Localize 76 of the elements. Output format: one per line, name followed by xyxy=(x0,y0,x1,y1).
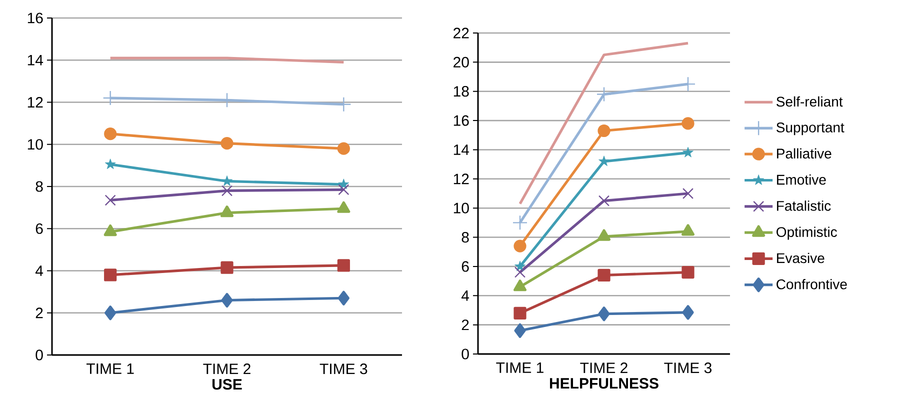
point xyxy=(596,86,612,102)
point xyxy=(682,305,694,320)
point xyxy=(598,306,610,322)
point xyxy=(104,158,116,170)
y-tick-label: 12 xyxy=(454,174,469,184)
point xyxy=(104,268,117,282)
y-tick-label: 10 xyxy=(454,202,469,214)
point xyxy=(514,280,526,292)
point xyxy=(222,176,232,186)
point xyxy=(598,268,610,282)
y-tick-label: 18 xyxy=(454,86,469,97)
x-tick-label: TIME 1 xyxy=(496,362,544,373)
point xyxy=(598,195,610,206)
point xyxy=(682,117,694,130)
point xyxy=(682,146,694,158)
point xyxy=(682,188,694,200)
point xyxy=(598,229,610,241)
point xyxy=(104,224,117,236)
x-tick-label: TIME 1 xyxy=(86,364,134,374)
y-tick-label: 12 xyxy=(28,97,43,108)
point xyxy=(682,266,694,279)
y-tick-label: 6 xyxy=(36,223,43,234)
legend-label: Confrontive xyxy=(776,278,847,290)
y-tick-label: 16 xyxy=(28,12,43,24)
point xyxy=(338,178,350,190)
y-tick-label: 4 xyxy=(35,266,44,276)
legend-label: Optimistic xyxy=(776,226,837,240)
point xyxy=(514,266,526,278)
point xyxy=(337,259,350,272)
point xyxy=(680,76,696,92)
point xyxy=(514,323,526,338)
x-tick-label: TIME 3 xyxy=(320,364,368,374)
y-tick-label: 2 xyxy=(462,320,469,330)
x-tick-label: TIME 3 xyxy=(664,362,712,374)
point xyxy=(104,194,116,206)
point xyxy=(220,261,234,274)
y-tick-label: 14 xyxy=(28,54,44,66)
y-tick-label: 0 xyxy=(36,350,43,360)
point xyxy=(220,137,234,150)
y-tick-label: 22 xyxy=(454,28,469,38)
y-tick-label: 4 xyxy=(461,290,470,301)
legend-label: Fatalistic xyxy=(777,200,831,211)
point xyxy=(514,240,526,252)
point xyxy=(338,184,350,196)
point xyxy=(337,201,350,213)
point xyxy=(221,292,233,308)
y-tick-label: 16 xyxy=(454,115,469,126)
y-tick-label: 10 xyxy=(28,139,43,150)
y-tick-label: 8 xyxy=(462,232,469,243)
legend-label: Emotive xyxy=(777,174,826,185)
point xyxy=(104,128,117,140)
y-tick-label: 0 xyxy=(462,348,469,360)
point xyxy=(512,215,528,230)
y-tick-label: 14 xyxy=(454,144,470,155)
y-tick-label: 2 xyxy=(36,308,43,318)
y-tick-label: 6 xyxy=(462,261,469,272)
x-axis-title: HELPFULNESS xyxy=(550,378,658,389)
legend-label: Supportant xyxy=(776,122,844,136)
x-tick-label: TIME 2 xyxy=(580,362,628,374)
legend-label: Self-reliant xyxy=(776,96,843,107)
point xyxy=(682,224,694,236)
legend-label: Evasive xyxy=(777,252,824,264)
y-tick-label: 8 xyxy=(36,181,43,192)
point xyxy=(220,206,234,218)
x-axis-title: USE xyxy=(212,379,242,390)
point xyxy=(221,185,233,196)
legend-label: Palliative xyxy=(777,148,832,159)
point xyxy=(338,290,350,306)
point xyxy=(598,156,610,166)
point xyxy=(598,124,610,138)
point xyxy=(514,306,526,320)
point xyxy=(337,142,350,155)
point xyxy=(514,260,526,272)
x-tick-label: TIME 2 xyxy=(203,364,250,374)
point xyxy=(104,306,116,320)
y-tick-label: 20 xyxy=(454,56,469,68)
